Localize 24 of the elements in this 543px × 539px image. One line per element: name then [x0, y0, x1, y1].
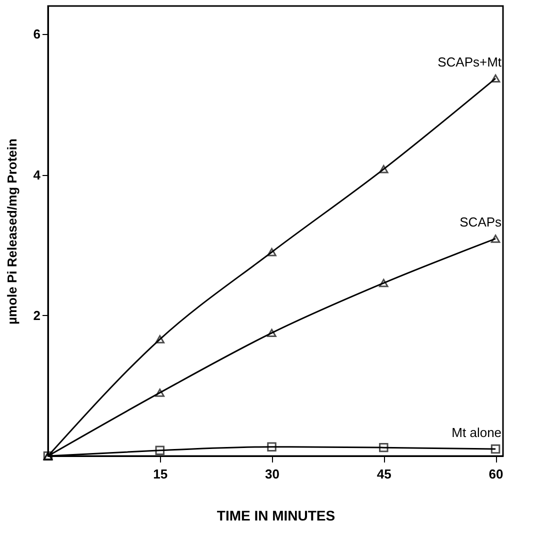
point [490, 444, 500, 454]
series-label: SCAPs [460, 214, 502, 230]
point [379, 278, 388, 288]
point [267, 442, 276, 452]
x-tick-label: 30 [265, 466, 280, 482]
x-tick-label: 45 [376, 466, 392, 482]
point [267, 328, 276, 338]
x-axis-title: TIME IN MINUTES [216, 508, 336, 524]
point [490, 74, 500, 83]
point [155, 335, 165, 344]
y-tick-label: 6 [33, 26, 40, 42]
series-label: SCAPs+Mt [438, 54, 502, 70]
point [379, 165, 388, 174]
series-label: Mt alone [452, 424, 502, 440]
y-tick-label: 2 [33, 308, 40, 323]
point [155, 446, 165, 455]
x-tick-label: 60 [488, 466, 504, 482]
x-tick-label: 15 [153, 466, 168, 482]
y-tick-label: 4 [33, 167, 42, 182]
y-axis-title: µmole Pi Released/mg Protein [4, 138, 20, 324]
point [379, 442, 388, 452]
point [490, 234, 500, 243]
point [155, 388, 165, 397]
point [267, 248, 276, 256]
